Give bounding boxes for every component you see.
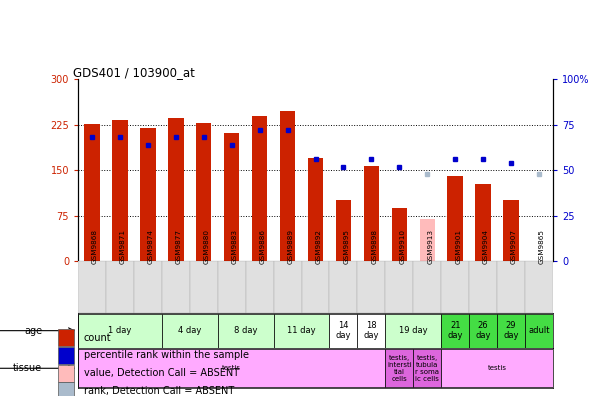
Text: testis: testis	[487, 365, 507, 371]
Bar	[358, 261, 385, 313]
Bar	[419, 219, 435, 261]
Text: testis,
tubula
r soma
ic cells: testis, tubula r soma ic cells	[415, 355, 439, 382]
Text: 19 day: 19 day	[399, 326, 427, 335]
Bar	[218, 261, 246, 313]
Text: 4 day: 4 day	[178, 326, 201, 335]
Text: 1 day: 1 day	[108, 326, 132, 335]
Text: 18
day: 18 day	[364, 321, 379, 340]
Bar	[497, 261, 525, 313]
Bar	[273, 261, 302, 313]
Text: rank, Detection Call = ABSENT: rank, Detection Call = ABSENT	[84, 386, 234, 396]
Bar	[448, 176, 463, 261]
Bar	[252, 116, 267, 261]
Text: 29
day: 29 day	[503, 321, 519, 340]
Bar	[190, 261, 218, 313]
Text: testis: testis	[222, 365, 241, 371]
Text: GSM9913: GSM9913	[427, 229, 433, 264]
Text: GSM9865: GSM9865	[539, 229, 545, 264]
Bar	[302, 261, 329, 313]
Text: GSM9892: GSM9892	[316, 229, 322, 264]
Text: adult: adult	[528, 326, 550, 335]
Bar	[134, 261, 162, 313]
Text: percentile rank within the sample: percentile rank within the sample	[84, 350, 249, 360]
Bar	[78, 349, 385, 387]
Text: GSM9910: GSM9910	[399, 229, 405, 264]
Text: testis,
intersti
tial
cells: testis, intersti tial cells	[387, 355, 412, 382]
Bar	[58, 329, 74, 346]
Text: tissue: tissue	[13, 363, 42, 373]
Bar	[308, 158, 323, 261]
Bar	[385, 261, 413, 313]
Text: GSM9871: GSM9871	[120, 229, 126, 264]
Bar	[358, 314, 385, 348]
Bar	[336, 200, 351, 261]
Bar	[58, 347, 74, 364]
Text: GSM9886: GSM9886	[260, 229, 266, 264]
Bar	[525, 261, 553, 313]
Bar	[385, 349, 413, 387]
Bar	[168, 118, 183, 261]
Text: GSM9901: GSM9901	[455, 229, 461, 264]
Bar	[112, 120, 127, 261]
Text: 8 day: 8 day	[234, 326, 257, 335]
Bar	[413, 261, 441, 313]
Bar	[441, 261, 469, 313]
Bar	[196, 123, 212, 261]
Text: GSM9907: GSM9907	[511, 229, 517, 264]
Bar	[224, 133, 239, 261]
Text: GSM9880: GSM9880	[204, 229, 210, 264]
Text: value, Detection Call = ABSENT: value, Detection Call = ABSENT	[84, 368, 239, 378]
Bar	[78, 314, 162, 348]
Text: GSM9895: GSM9895	[343, 229, 349, 264]
Text: 21
day: 21 day	[447, 321, 463, 340]
Bar	[441, 314, 469, 348]
Bar	[392, 208, 407, 261]
Bar	[469, 261, 497, 313]
Text: GSM9898: GSM9898	[371, 229, 377, 264]
Bar	[329, 314, 358, 348]
Text: 14
day: 14 day	[336, 321, 351, 340]
Bar	[246, 261, 273, 313]
Bar	[469, 314, 497, 348]
Bar	[273, 314, 329, 348]
Bar	[218, 314, 273, 348]
Bar	[385, 314, 441, 348]
Text: 11 day: 11 day	[287, 326, 316, 335]
Text: GSM9883: GSM9883	[232, 229, 238, 264]
Text: GDS401 / 103900_at: GDS401 / 103900_at	[73, 66, 195, 79]
Bar	[162, 261, 190, 313]
Bar	[106, 261, 134, 313]
Text: GSM9868: GSM9868	[92, 229, 98, 264]
Text: count: count	[84, 333, 111, 343]
Bar	[58, 365, 74, 382]
Bar	[329, 261, 358, 313]
Bar	[475, 184, 491, 261]
Text: GSM9874: GSM9874	[148, 229, 154, 264]
Bar	[58, 383, 74, 396]
Bar	[364, 166, 379, 261]
Text: GSM9904: GSM9904	[483, 229, 489, 264]
Bar	[504, 200, 519, 261]
Text: age: age	[24, 326, 42, 336]
Bar	[525, 314, 553, 348]
Bar	[140, 128, 156, 261]
Bar	[84, 124, 100, 261]
Text: GSM9889: GSM9889	[288, 229, 294, 264]
Bar	[413, 349, 441, 387]
Bar	[497, 314, 525, 348]
Text: GSM9877: GSM9877	[176, 229, 182, 264]
Bar	[78, 261, 106, 313]
Bar	[280, 111, 295, 261]
Bar	[441, 349, 553, 387]
Bar	[162, 314, 218, 348]
Text: 26
day: 26 day	[475, 321, 491, 340]
